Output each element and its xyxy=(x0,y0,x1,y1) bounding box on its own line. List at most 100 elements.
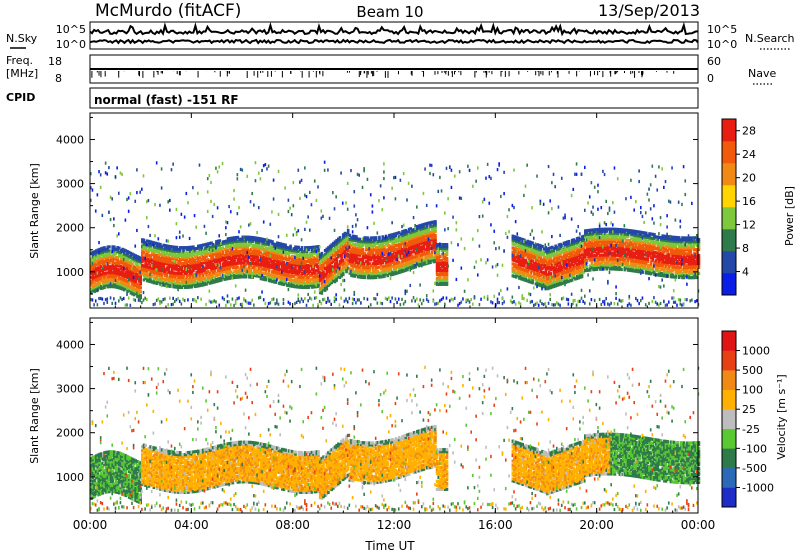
scatter-cell xyxy=(301,262,303,265)
scatter-cell xyxy=(126,198,128,201)
scatter-cell xyxy=(167,303,169,306)
scatter-cell xyxy=(513,169,515,172)
scatter-cell xyxy=(337,254,339,257)
scatter-cell xyxy=(477,166,479,169)
scatter-cell xyxy=(498,292,500,295)
scatter-cell xyxy=(227,294,229,297)
scatter-cell xyxy=(342,279,344,282)
scatter-cell xyxy=(332,268,334,271)
scatter-cell xyxy=(172,297,174,300)
scatter-cell xyxy=(241,269,243,272)
scatter-cell xyxy=(535,243,537,246)
scatter-cell xyxy=(493,230,495,233)
scatter-cell xyxy=(269,254,271,257)
scatter-cell xyxy=(243,236,245,239)
scatter-cell xyxy=(316,250,318,253)
scatter-cell xyxy=(365,263,367,266)
scatter-cell xyxy=(105,298,107,301)
scatter-cell xyxy=(246,270,248,273)
scatter-cell xyxy=(161,284,163,287)
scatter-cell xyxy=(498,246,500,249)
freq-traces xyxy=(90,69,698,78)
scatter-cell xyxy=(93,303,95,306)
scatter-cell xyxy=(125,219,127,222)
scatter-cell xyxy=(477,273,479,276)
scatter-cell xyxy=(368,247,370,250)
scatter-cell xyxy=(309,191,311,194)
scatter-cell xyxy=(437,190,439,193)
scatter-cell xyxy=(146,200,148,203)
scatter-cell xyxy=(102,297,104,300)
scatter-cell xyxy=(439,242,441,245)
scatter-cell xyxy=(378,199,380,202)
scatter-cell xyxy=(367,178,369,181)
scatter-cell xyxy=(347,300,349,303)
scatter-cell xyxy=(210,200,212,203)
scatter-cell xyxy=(433,289,435,292)
scatter-cell xyxy=(436,204,438,207)
scatter-cell xyxy=(395,197,397,200)
scatter-cell xyxy=(169,199,171,202)
scatter-cell xyxy=(321,302,323,305)
scatter-cell xyxy=(158,237,160,240)
scatter-cell xyxy=(469,169,471,172)
scatter-cell xyxy=(265,302,267,305)
scatter-cell xyxy=(301,297,303,300)
scatter-cell xyxy=(355,301,357,304)
scatter-cell xyxy=(260,177,262,180)
scatter-cell xyxy=(465,299,467,302)
scatter-cell xyxy=(301,238,303,241)
scatter-cell xyxy=(130,192,132,195)
scatter-cell xyxy=(523,194,525,197)
scatter-cell xyxy=(136,292,138,295)
scatter-cell xyxy=(123,297,125,300)
scatter-cell xyxy=(200,298,202,301)
scatter-cell xyxy=(500,289,502,292)
scatter-cell xyxy=(400,303,402,306)
scatter-cell xyxy=(146,298,148,301)
scatter-cell xyxy=(237,173,239,176)
scatter-cell xyxy=(130,304,132,307)
scatter-cell xyxy=(134,244,136,247)
scatter-cell xyxy=(162,298,164,301)
scatter-cell xyxy=(115,175,117,178)
scatter-cell xyxy=(240,303,242,306)
scatter-cell xyxy=(492,301,494,304)
scatter-cell xyxy=(271,298,273,301)
scatter-cell xyxy=(246,175,248,178)
scatter-cell xyxy=(441,243,443,246)
scatter-cell xyxy=(362,237,364,240)
scatter-cell xyxy=(110,196,112,199)
scatter-cell xyxy=(302,300,304,303)
scatter-cell xyxy=(335,298,337,301)
scatter-cell xyxy=(126,303,128,306)
scatter-cell xyxy=(357,173,359,176)
scatter-cell xyxy=(120,171,122,174)
scatter-cell xyxy=(414,264,416,267)
nave-label: Nave xyxy=(748,67,776,80)
scatter-cell xyxy=(232,247,234,250)
freq-unit-label: [MHz] xyxy=(6,67,38,80)
scatter-cell xyxy=(332,191,334,194)
scatter-cell xyxy=(128,296,130,299)
scatter-cell xyxy=(212,300,214,303)
scatter-cell xyxy=(350,270,352,273)
scatter-cell xyxy=(523,297,525,300)
scatter-cell xyxy=(136,168,138,171)
scatter-cell xyxy=(177,297,179,300)
scatter-cell xyxy=(235,302,237,305)
scatter-cell xyxy=(218,264,220,267)
scatter-cell xyxy=(373,222,375,225)
scatter-cell xyxy=(113,217,115,220)
scatter-cell xyxy=(166,285,168,288)
noise-panel: N.Sky 10^5 10^0 10^5 10^0 N.Search xyxy=(6,22,795,51)
scatter-cell xyxy=(238,230,240,233)
scatter-cell xyxy=(335,293,337,296)
scatter-cell xyxy=(153,303,155,306)
scatter-cell xyxy=(102,267,104,270)
scatter-cell xyxy=(293,204,295,207)
scatter-cell xyxy=(181,302,183,305)
scatter-cell xyxy=(149,234,151,237)
scatter-cell xyxy=(416,248,418,251)
scatter-cell xyxy=(261,290,263,293)
